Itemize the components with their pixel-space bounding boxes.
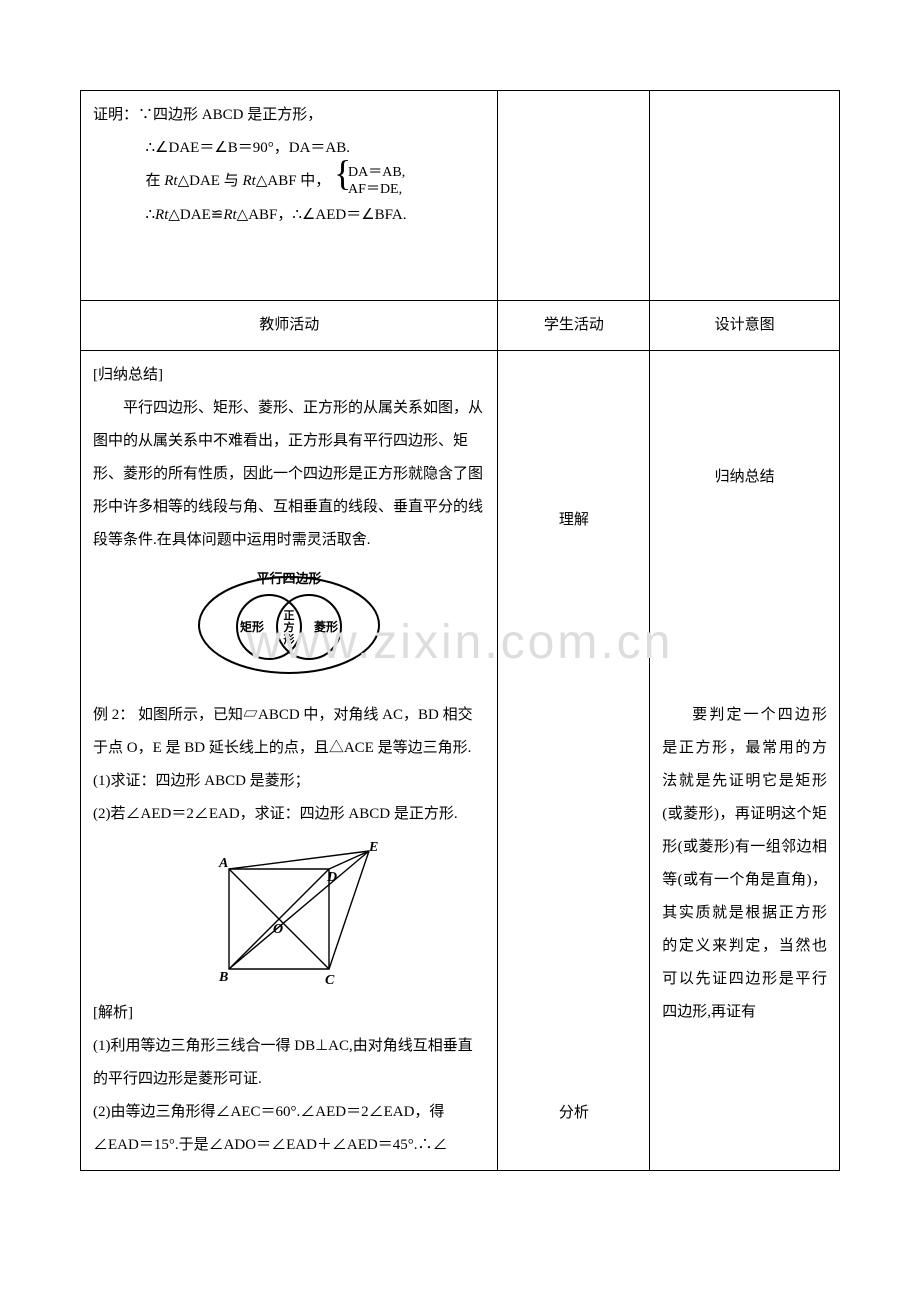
- proof-line-4: ∴Rt△DAE≌Rt△ABF，∴∠AED＝∠BFA.: [93, 199, 485, 232]
- example2-teacher-cell: 例 2： 如图所示，已知▱ABCD 中，对角线 AC，BD 相交于点 O，E 是…: [81, 691, 498, 1171]
- analysis-heading: [解析]: [93, 997, 485, 1030]
- analysis-p2: (2)由等边三角形得∠AEC＝60°.∠AED＝2∠EAD，得∠EAD＝15°.…: [93, 1096, 485, 1162]
- venn-left-label: 矩形: [239, 619, 264, 634]
- summary-heading: [归纳总结]: [93, 359, 485, 392]
- summary-student-cell: 理解: [498, 350, 650, 691]
- analysis-p1: (1)利用等边三角形三线合一得 DB⊥AC,由对角线互相垂直的平行四边形是菱形可…: [93, 1030, 485, 1096]
- label-D: D: [326, 870, 337, 885]
- example2-lead: 例 2： 如图所示，已知▱ABCD 中，对角线 AC，BD 相交于点 O，E 是…: [93, 699, 485, 765]
- label-B: B: [218, 970, 228, 985]
- header-student: 学生活动: [498, 300, 650, 350]
- summary-paragraph: 平行四边形、矩形、菱形、正方形的从属关系如图，从图中的从属关系中不难看出，正方形…: [93, 392, 485, 557]
- lesson-plan-table: 证明：∵四边形 ABCD 是正方形， ∴∠DAE＝∠B＝90°，DA＝AB. 在…: [80, 90, 840, 1171]
- proof-intent-cell: [650, 91, 840, 301]
- venn-center-label-2: 方: [284, 620, 295, 634]
- venn-diagram: 平行四边形 矩形 菱形 正 方 形: [194, 565, 384, 675]
- label-E: E: [368, 840, 378, 855]
- proof-cell: 证明：∵四边形 ABCD 是正方形， ∴∠DAE＝∠B＝90°，DA＝AB. 在…: [81, 91, 498, 301]
- venn-right-label: 菱形: [314, 619, 338, 634]
- brace-system: DA＝AB, AF＝DE,: [334, 165, 405, 199]
- venn-outer-label: 平行四边形: [257, 571, 322, 586]
- summary-intent-cell: 归纳总结: [650, 350, 840, 691]
- example2-row: 例 2： 如图所示，已知▱ABCD 中，对角线 AC，BD 相交于点 O，E 是…: [81, 691, 840, 1171]
- label-O: O: [273, 922, 283, 937]
- example2-student-cell: 分析: [498, 691, 650, 1171]
- summary-row: [归纳总结] 平行四边形、矩形、菱形、正方形的从属关系如图，从图中的从属关系中不…: [81, 350, 840, 691]
- proof-student-cell: [498, 91, 650, 301]
- venn-center-label-3: 形: [284, 633, 295, 646]
- label-C: C: [325, 973, 335, 988]
- summary-teacher-cell: [归纳总结] 平行四边形、矩形、菱形、正方形的从属关系如图，从图中的从属关系中不…: [81, 350, 498, 691]
- proof-row: 证明：∵四边形 ABCD 是正方形， ∴∠DAE＝∠B＝90°，DA＝AB. 在…: [81, 91, 840, 301]
- example2-intent-cell: 要判定一个四边形是正方形，最常用的方法就是先证明它是矩形(或菱形)，再证明这个矩…: [650, 691, 840, 1171]
- header-intent: 设计意图: [650, 300, 840, 350]
- example2-q2: (2)若∠AED＝2∠EAD，求证：四边形 ABCD 是正方形.: [93, 798, 485, 831]
- venn-center-label-1: 正: [284, 609, 295, 622]
- proof-line-2: ∴∠DAE＝∠B＝90°，DA＝AB.: [93, 132, 485, 165]
- header-teacher: 教师活动: [81, 300, 498, 350]
- proof-line-3: 在 Rt△DAE 与 Rt△ABF 中， DA＝AB, AF＝DE,: [93, 165, 485, 199]
- proof-line-1: 证明：∵四边形 ABCD 是正方形，: [93, 99, 485, 132]
- column-header-row: 教师活动 学生活动 设计意图: [81, 300, 840, 350]
- geometry-figure: A B C D E O: [199, 839, 379, 989]
- label-A: A: [218, 856, 228, 871]
- example2-q1: (1)求证：四边形 ABCD 是菱形；: [93, 765, 485, 798]
